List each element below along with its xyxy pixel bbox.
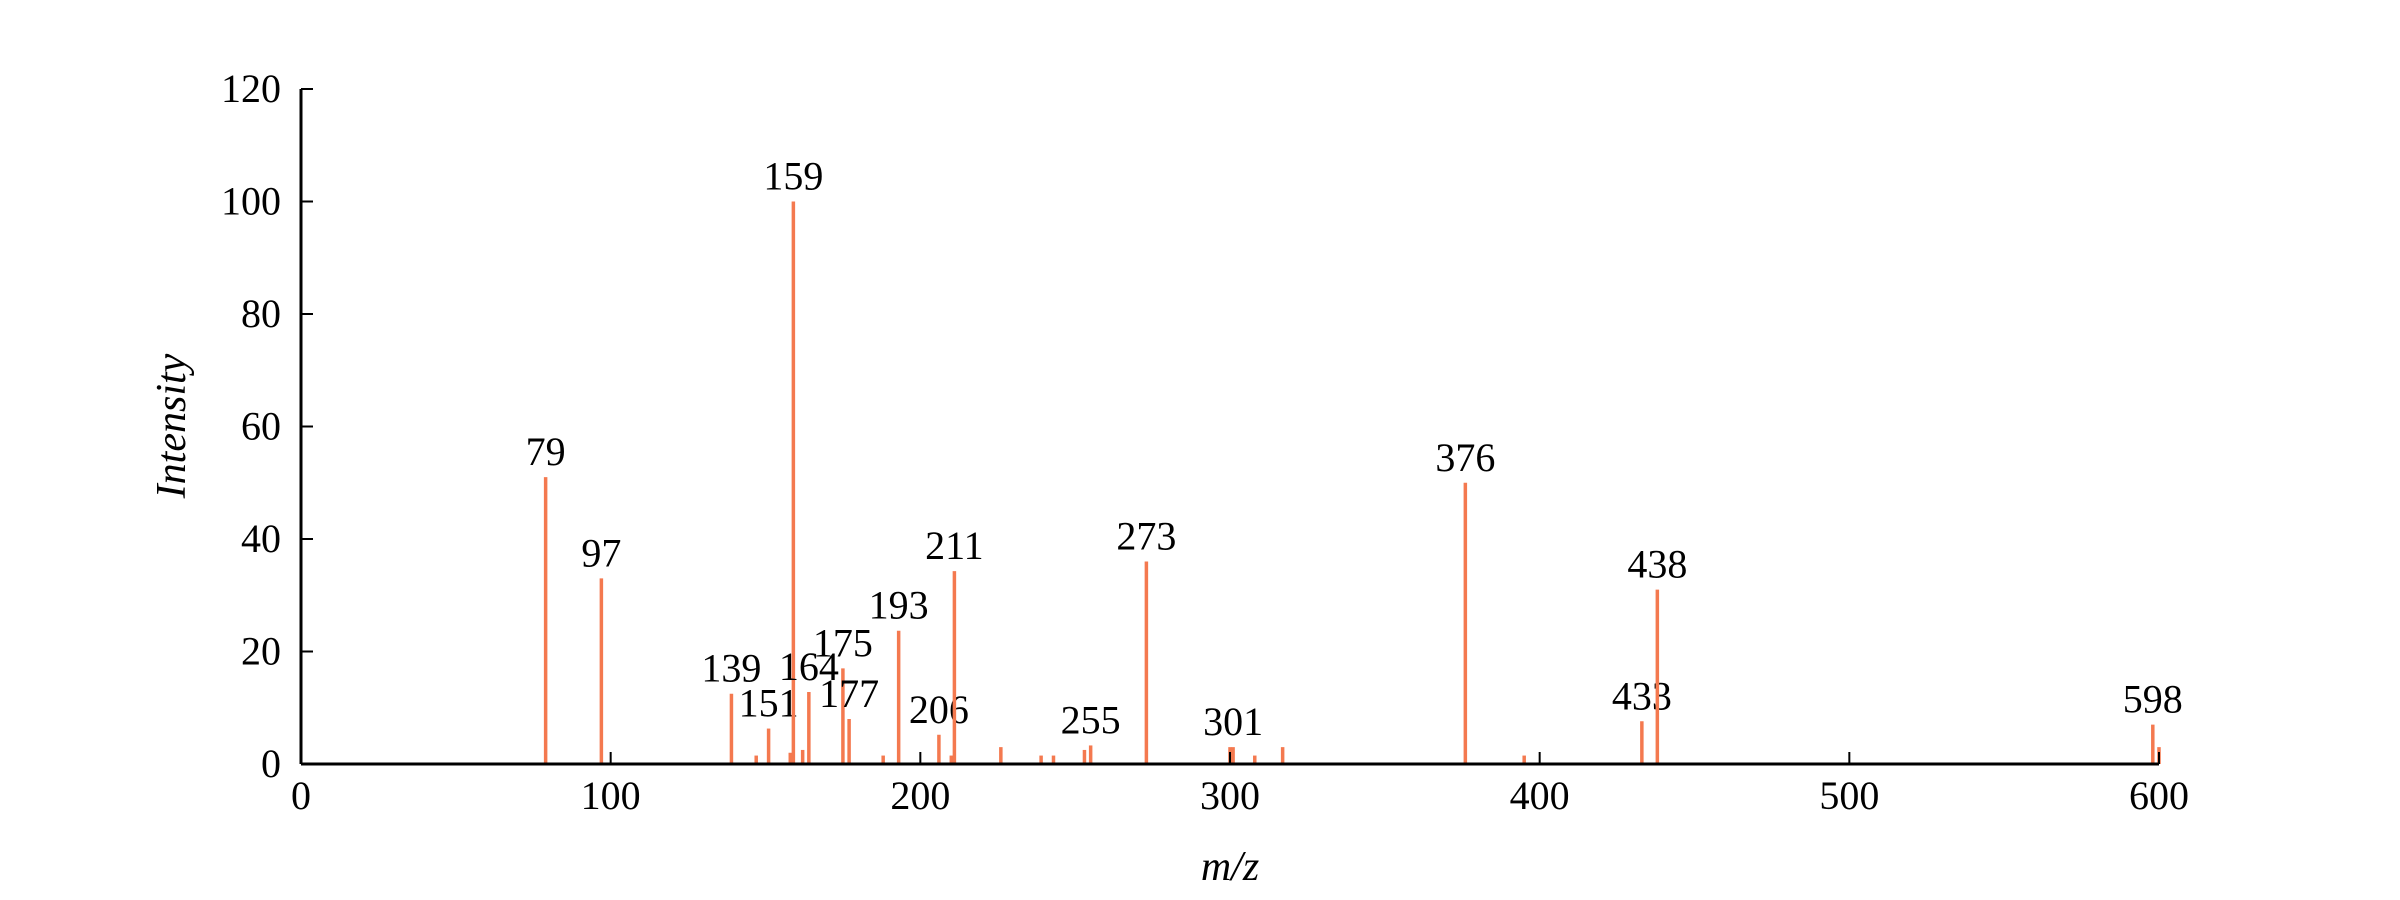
peak-label: 301 [1203,699,1263,744]
peak-label: 193 [869,583,929,628]
peak-label: 433 [1612,673,1672,718]
peak-label: 151 [739,681,799,726]
y-tick-label: 0 [261,741,281,786]
peak-label: 159 [763,154,823,199]
x-tick-label: 400 [1510,773,1570,818]
x-tick-label: 100 [581,773,641,818]
peak-label: 206 [909,687,969,732]
x-tick-label: 600 [2129,773,2189,818]
x-tick-label: 300 [1200,773,1260,818]
y-tick-label: 100 [221,179,281,224]
peak-label: 177 [819,671,879,716]
peak-label: 164 [779,644,839,689]
y-tick-label: 40 [241,516,281,561]
y-tick-label: 120 [221,66,281,111]
x-tick-label: 0 [291,773,311,818]
peak-label: 273 [1116,514,1176,559]
x-tick-label: 500 [1819,773,1879,818]
peak-label: 79 [526,429,566,474]
peak-label: 139 [701,646,761,691]
x-axis-title: m/z [1201,844,1259,890]
peak-label: 175 [813,620,873,665]
x-tick-label: 200 [890,773,950,818]
y-tick-label: 20 [241,629,281,674]
peak-label: 598 [2123,677,2183,722]
peak-label: 255 [1061,697,1121,742]
y-tick-label: 80 [241,291,281,336]
peak-label: 211 [925,523,984,568]
y-axis-title: Intensity [149,353,195,499]
peak-label: 376 [1435,435,1495,480]
y-tick-label: 60 [241,404,281,449]
peak-label: 97 [581,530,621,575]
peak-label: 438 [1627,542,1687,587]
